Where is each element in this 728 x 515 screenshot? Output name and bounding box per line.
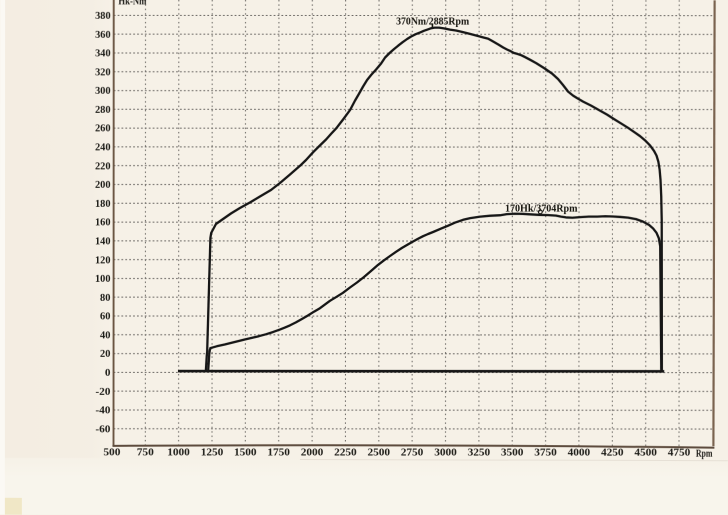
svg-text:380: 380: [95, 11, 111, 22]
svg-text:180: 180: [95, 199, 111, 210]
svg-text:2000: 2000: [301, 448, 324, 459]
svg-text:-60: -60: [95, 424, 110, 435]
svg-text:3000: 3000: [434, 448, 457, 459]
svg-text:60: 60: [100, 311, 111, 322]
svg-text:20: 20: [100, 349, 111, 360]
svg-text:360: 360: [95, 30, 111, 41]
svg-text:-40: -40: [95, 405, 110, 416]
svg-text:750: 750: [137, 447, 154, 458]
svg-text:0: 0: [105, 368, 111, 379]
svg-text:2500: 2500: [368, 448, 391, 459]
svg-text:Rpm: Rpm: [696, 449, 713, 460]
svg-text:500: 500: [103, 447, 120, 458]
svg-text:3750: 3750: [534, 448, 557, 459]
svg-text:4750: 4750: [668, 448, 691, 459]
svg-text:300: 300: [95, 86, 111, 97]
svg-text:260: 260: [95, 124, 111, 135]
svg-text:200: 200: [95, 180, 111, 191]
svg-text:220: 220: [95, 161, 111, 172]
svg-text:100: 100: [95, 274, 111, 285]
svg-text:80: 80: [100, 293, 111, 304]
svg-text:170Hk/3704Rpm: 170Hk/3704Rpm: [505, 202, 578, 214]
svg-text:-20: -20: [95, 387, 110, 398]
svg-text:160: 160: [95, 218, 111, 229]
svg-text:2250: 2250: [334, 448, 357, 459]
svg-text:1000: 1000: [167, 447, 190, 458]
svg-text:3250: 3250: [468, 448, 491, 459]
svg-text:Hk-Nm: Hk-Nm: [118, 0, 147, 7]
svg-text:120: 120: [95, 255, 111, 266]
svg-text:4500: 4500: [634, 448, 657, 459]
svg-text:4000: 4000: [568, 448, 591, 459]
svg-text:4250: 4250: [601, 448, 624, 459]
svg-text:1250: 1250: [201, 448, 224, 459]
svg-text:340: 340: [95, 48, 111, 59]
svg-text:280: 280: [95, 105, 111, 116]
svg-text:370Nm/2885Rpm: 370Nm/2885Rpm: [396, 16, 469, 28]
svg-text:1500: 1500: [234, 448, 257, 459]
svg-text:240: 240: [95, 142, 111, 153]
svg-text:2750: 2750: [401, 448, 424, 459]
svg-text:3500: 3500: [501, 448, 524, 459]
svg-text:320: 320: [95, 67, 111, 78]
svg-text:40: 40: [100, 330, 111, 341]
svg-text:140: 140: [95, 236, 111, 247]
svg-text:1750: 1750: [267, 448, 290, 459]
